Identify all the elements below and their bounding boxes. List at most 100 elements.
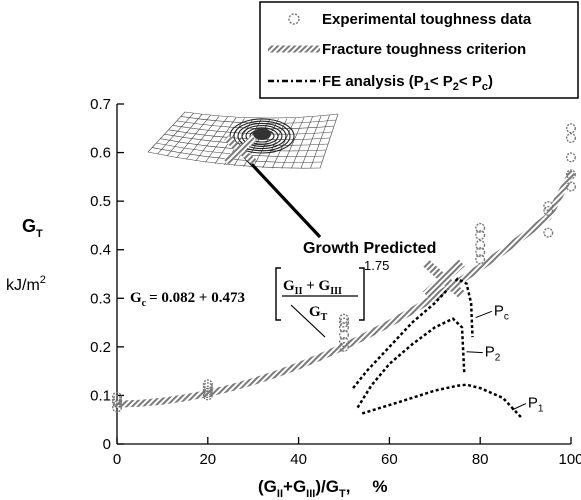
legend-label-experimental: Experimental toughness data	[322, 11, 532, 28]
series-label: P1	[528, 395, 544, 415]
y-tick-label: 0.4	[90, 242, 111, 259]
criterion-equation: Gc = 0.082 + 0.473 GII + GIII GT 1.75	[130, 258, 389, 338]
y-tick-label: 0.2	[90, 339, 111, 356]
x-tick-label: 100	[558, 451, 581, 468]
experimental-point	[566, 152, 577, 163]
y-tick-label: 0.5	[90, 193, 111, 210]
series-labels: Pc P2 P1	[466, 302, 544, 415]
experimental-point	[202, 379, 213, 390]
mesh-line	[147, 151, 321, 169]
experimental-point	[202, 382, 213, 393]
experimental-point	[475, 230, 486, 241]
equation-denominator: GT	[309, 304, 328, 323]
experimental-point	[566, 169, 577, 180]
mesh-line	[271, 118, 296, 169]
fe-line-p2	[356, 317, 466, 409]
mesh-cross-marker	[223, 135, 257, 165]
x-tick-label: 80	[472, 451, 489, 468]
growth-annotation: Growth Predicted	[223, 135, 465, 299]
mesh-line	[252, 118, 279, 168]
mesh-line	[152, 147, 323, 163]
mesh-crack-ring	[233, 120, 291, 152]
x-tick-label: 20	[199, 451, 216, 468]
series-label-leader	[511, 403, 527, 411]
experimental-point	[339, 329, 350, 340]
series-label-leader	[475, 310, 493, 319]
experimental-point	[566, 181, 577, 192]
experimental-point	[202, 385, 213, 396]
mesh-line	[176, 115, 211, 158]
experimental-point	[111, 402, 122, 413]
x-axis-title: (GII+GIII)/GT,%	[258, 477, 388, 500]
equation-numerator: GII + GIII	[283, 278, 342, 297]
series-label: P2	[485, 344, 501, 364]
y-tick-label: 0.1	[90, 387, 111, 404]
mesh-line	[147, 111, 186, 153]
fe-line-pc	[352, 277, 474, 389]
legend-label-criterion: Fracture toughness criterion	[322, 41, 526, 58]
legend-label-fe: FE analysis (P1< P2< Pc)	[322, 73, 493, 93]
fe-mesh-illustration	[147, 111, 339, 169]
equation-bracket-left	[275, 267, 281, 321]
y-tick-label: 0	[103, 436, 111, 453]
mesh-line	[310, 115, 330, 169]
experimental-point	[475, 247, 486, 258]
y-tick-label: 0.6	[90, 145, 111, 162]
mesh-crack-core	[253, 128, 271, 140]
y-ticks: 0 0.1 0.2 0.3 0.4 0.5 0.6 0.7	[90, 96, 124, 453]
legend-marker-experimental	[288, 13, 300, 25]
mesh-crack-ring	[241, 125, 283, 147]
growth-cross-marker	[422, 259, 465, 299]
series-label-leader	[466, 351, 483, 354]
y-axis-unit: kJ/m2	[6, 274, 46, 294]
mesh-line	[166, 114, 203, 156]
series-label: Pc	[494, 302, 509, 322]
x-tick-label: 40	[290, 451, 307, 468]
experimental-point	[543, 205, 554, 216]
mesh-line	[205, 117, 237, 163]
equation-leader	[290, 304, 326, 338]
mesh-line	[262, 118, 288, 169]
experimental-point	[543, 200, 554, 211]
experimental-points	[111, 123, 577, 413]
mesh-line	[185, 116, 220, 160]
x-tick-label: 60	[381, 451, 398, 468]
experimental-point	[111, 391, 122, 402]
equation-exponent: 1.75	[364, 258, 389, 273]
experimental-point	[543, 227, 554, 238]
experimental-point	[111, 395, 122, 406]
mesh-line	[180, 116, 337, 124]
mesh-crack-ring	[237, 122, 287, 150]
fe-analysis-lines	[352, 277, 523, 419]
mesh-line	[184, 111, 339, 119]
mesh-cross-stroke	[223, 135, 257, 165]
y-axis-title: GT	[22, 216, 43, 240]
equation-bracket-right	[359, 267, 365, 321]
experimental-point	[339, 313, 350, 324]
experimental-point	[475, 254, 486, 265]
y-tick-label: 0.3	[90, 290, 111, 307]
experimental-point	[339, 341, 350, 352]
mesh-line	[281, 117, 305, 169]
experimental-point	[566, 132, 577, 143]
mesh-line	[172, 125, 333, 135]
growth-label: Growth Predicted	[303, 240, 436, 257]
experimental-point	[339, 317, 350, 328]
experimental-point	[475, 222, 486, 233]
x-ticks: 0 20 40 60 80 100	[113, 437, 581, 468]
experimental-point	[339, 337, 350, 348]
mesh-line	[195, 116, 228, 162]
legend: Experimental toughness data Fracture tou…	[259, 1, 579, 99]
mesh-line	[319, 114, 339, 169]
mesh-line	[157, 112, 194, 155]
x-tick-label: 0	[113, 451, 121, 468]
y-tick-label: 0.7	[90, 96, 111, 113]
experimental-point	[566, 123, 577, 134]
fe-line-p1	[361, 383, 523, 419]
mesh-line	[300, 115, 322, 169]
mesh-line	[291, 116, 313, 169]
experimental-point	[475, 239, 486, 250]
growth-cross-stroke	[422, 259, 465, 299]
equation-lhs: Gc = 0.082 + 0.473	[130, 290, 245, 309]
